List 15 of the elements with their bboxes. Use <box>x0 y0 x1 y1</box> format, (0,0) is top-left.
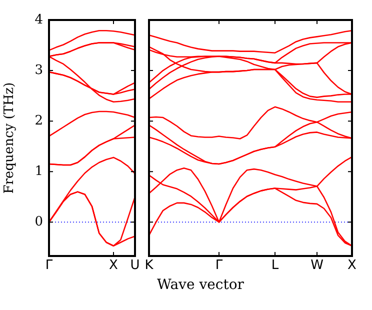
y-tick-label: 0 <box>34 214 43 230</box>
y-tick-label: 2 <box>34 113 43 128</box>
y-tick-label: 3 <box>34 62 43 78</box>
y-tick-label: 1 <box>34 164 43 179</box>
x-axis-title: Wave vector <box>157 277 244 293</box>
x-tick-label: X <box>109 258 118 274</box>
x-tick-label: W <box>310 258 324 274</box>
y-axis-title: Frequency (THz) <box>2 82 18 194</box>
x-tick-label: K <box>144 258 154 274</box>
x-tick-label: L <box>271 258 280 274</box>
x-tick-label: Γ <box>215 258 224 274</box>
x-tick-label: Γ <box>45 258 54 274</box>
y-tick-label: 4 <box>34 12 43 28</box>
x-tick-label: X <box>348 258 357 274</box>
x-tick-label: U <box>130 258 140 274</box>
